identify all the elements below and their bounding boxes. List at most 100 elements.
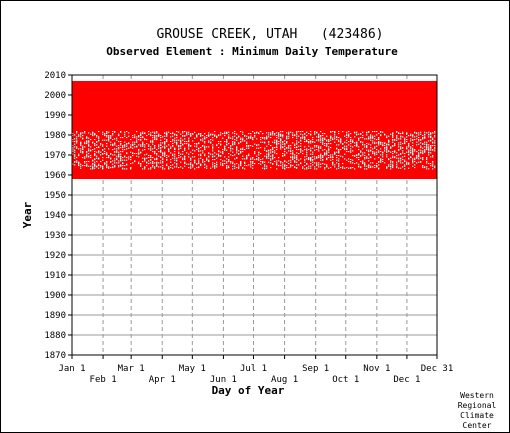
missing-data-mark <box>434 145 436 147</box>
missing-data-mark <box>92 163 94 165</box>
missing-data-mark <box>254 132 256 134</box>
missing-data-mark <box>306 139 308 141</box>
missing-data-mark <box>208 160 210 162</box>
missing-data-mark <box>406 163 408 165</box>
missing-data-mark <box>416 151 418 153</box>
missing-data-mark <box>236 146 238 148</box>
missing-data-mark <box>152 161 154 163</box>
missing-data-mark <box>266 157 268 159</box>
missing-data-mark <box>380 154 382 156</box>
missing-data-mark <box>160 137 162 139</box>
missing-data-mark <box>84 141 86 143</box>
missing-data-mark <box>100 154 102 156</box>
missing-data-mark <box>106 145 108 147</box>
missing-data-mark <box>86 136 88 138</box>
missing-data-mark <box>314 145 316 147</box>
missing-data-mark <box>120 159 122 161</box>
missing-data-mark <box>362 160 364 162</box>
missing-data-mark <box>380 148 382 150</box>
missing-data-mark <box>350 139 352 141</box>
missing-data-mark <box>356 134 358 136</box>
missing-data-mark <box>312 159 314 161</box>
missing-data-mark <box>300 151 302 153</box>
missing-data-mark <box>242 133 244 135</box>
missing-data-mark <box>102 145 104 147</box>
missing-data-mark <box>154 162 156 164</box>
missing-data-mark <box>284 143 286 145</box>
missing-data-mark <box>226 141 228 143</box>
missing-data-mark <box>154 151 156 153</box>
missing-data-mark <box>284 168 286 170</box>
missing-data-mark <box>112 134 114 136</box>
missing-data-mark <box>82 151 84 153</box>
missing-data-mark <box>118 135 120 137</box>
missing-data-mark <box>422 157 424 159</box>
missing-data-mark <box>340 155 342 157</box>
missing-data-mark <box>326 140 328 142</box>
missing-data-mark <box>392 139 394 141</box>
missing-data-mark <box>266 137 268 139</box>
missing-data-mark <box>398 159 400 161</box>
missing-data-mark <box>374 158 376 160</box>
missing-data-mark <box>102 131 104 133</box>
missing-data-mark <box>414 139 416 141</box>
missing-data-mark <box>228 159 230 161</box>
missing-data-mark <box>198 142 200 144</box>
missing-data-mark <box>418 158 420 160</box>
missing-data-mark <box>252 139 254 141</box>
missing-data-mark <box>72 145 74 147</box>
missing-data-mark <box>210 153 212 155</box>
missing-data-mark <box>106 152 108 154</box>
missing-data-mark <box>296 156 298 158</box>
missing-data-mark <box>286 141 288 143</box>
missing-data-mark <box>182 131 184 133</box>
missing-data-mark <box>370 167 372 169</box>
missing-data-mark <box>378 143 380 145</box>
missing-data-mark <box>334 131 336 133</box>
missing-data-mark <box>432 137 434 139</box>
missing-data-mark <box>346 159 348 161</box>
missing-data-mark <box>150 162 152 164</box>
missing-data-mark <box>224 163 226 165</box>
missing-data-mark <box>428 136 430 138</box>
missing-data-mark <box>274 142 276 144</box>
missing-data-mark <box>338 167 340 169</box>
missing-data-mark <box>322 133 324 135</box>
missing-data-mark <box>252 161 254 163</box>
missing-data-mark <box>412 145 414 147</box>
missing-data-mark <box>86 156 88 158</box>
missing-data-mark <box>306 141 308 143</box>
missing-data-mark <box>298 135 300 137</box>
missing-data-mark <box>232 161 234 163</box>
missing-data-mark <box>162 153 164 155</box>
missing-data-mark <box>78 135 80 137</box>
missing-data-mark <box>194 156 196 158</box>
missing-data-mark <box>258 147 260 149</box>
missing-data-mark <box>76 157 78 159</box>
missing-data-mark <box>398 133 400 135</box>
missing-data-mark <box>86 163 88 165</box>
missing-data-mark <box>72 148 74 150</box>
missing-data-mark <box>116 157 118 159</box>
missing-data-mark <box>120 156 122 158</box>
missing-data-mark <box>304 168 306 170</box>
missing-data-mark <box>142 137 144 139</box>
missing-data-mark <box>388 139 390 141</box>
missing-data-mark <box>108 137 110 139</box>
missing-data-mark <box>198 150 200 152</box>
missing-data-mark <box>130 147 132 149</box>
missing-data-mark <box>422 150 424 152</box>
missing-data-mark <box>288 167 290 169</box>
missing-data-mark <box>78 164 80 166</box>
missing-data-mark <box>198 166 200 168</box>
missing-data-mark <box>122 145 124 147</box>
missing-data-mark <box>88 137 90 139</box>
missing-data-mark <box>422 138 424 140</box>
missing-data-mark <box>208 155 210 157</box>
missing-data-mark <box>382 154 384 156</box>
missing-data-mark <box>98 165 100 167</box>
missing-data-mark <box>424 136 426 138</box>
missing-data-mark <box>158 162 160 164</box>
missing-data-mark <box>390 133 392 135</box>
missing-data-mark <box>144 166 146 168</box>
